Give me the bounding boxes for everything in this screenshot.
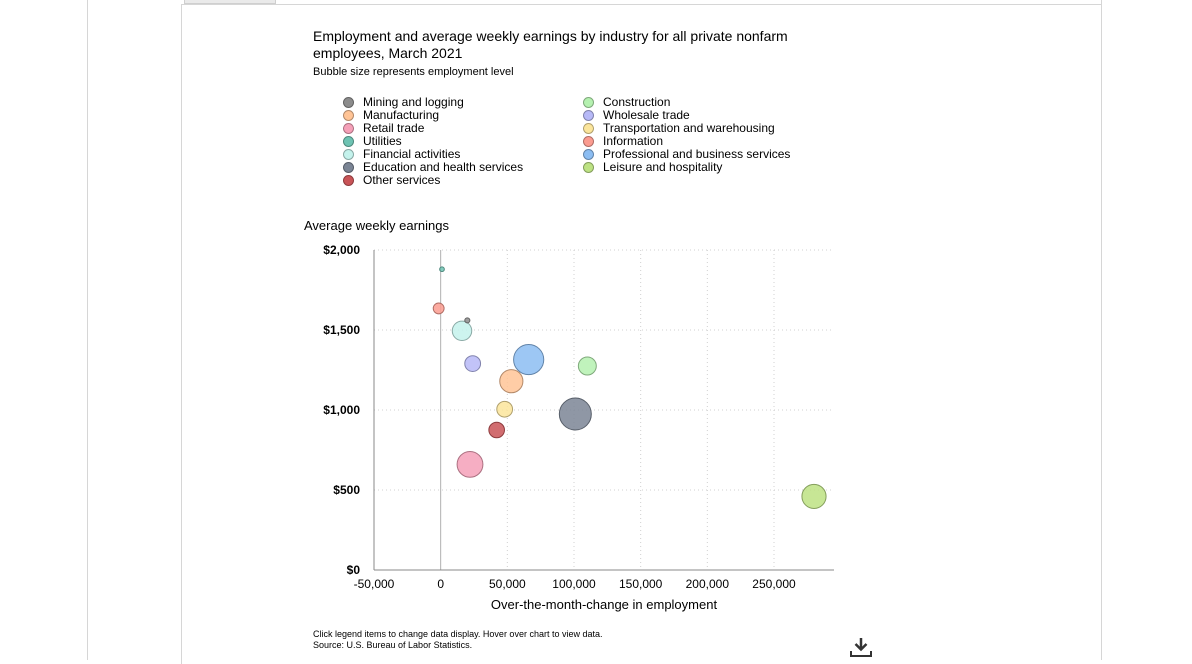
- download-icon[interactable]: [848, 635, 874, 659]
- legend-label: Financial activities: [363, 147, 461, 161]
- footnote-source: Source: U.S. Bureau of Labor Statistics.: [313, 640, 473, 650]
- legend-label: Manufacturing: [363, 108, 440, 122]
- legend-swatch: [583, 97, 594, 108]
- legend-label: Other services: [363, 173, 441, 187]
- bubble-retail-trade[interactable]: [456, 450, 484, 478]
- legend-swatch: [343, 162, 354, 173]
- legend-label: Construction: [603, 95, 671, 109]
- legend-swatch: [583, 110, 594, 121]
- legend-label: Wholesale trade: [603, 108, 690, 122]
- tab-stub[interactable]: [184, 0, 276, 4]
- legend-label: Transportation and warehousing: [603, 121, 775, 135]
- y-axis-title: Average weekly earnings: [304, 218, 450, 233]
- legend-swatch: [343, 110, 354, 121]
- bubble-other-services[interactable]: [488, 421, 505, 439]
- bubble-construction[interactable]: [577, 356, 597, 376]
- x-tick-label: -50,000: [354, 577, 395, 591]
- legend-label: Information: [603, 134, 664, 148]
- legend-swatch: [343, 175, 354, 186]
- page-frame-right-border: [1101, 0, 1102, 660]
- bubble-education-and-health-services[interactable]: [558, 397, 592, 431]
- x-tick-label: 200,000: [686, 577, 730, 591]
- page-frame-left-border: [87, 0, 88, 660]
- bubble-professional-and-business-services[interactable]: [513, 344, 545, 376]
- bubble-transportation-and-warehousing[interactable]: [496, 400, 514, 418]
- legend-label: Leisure and hospitality: [603, 160, 723, 174]
- legend-label: Mining and logging: [363, 95, 464, 109]
- x-tick-label: 150,000: [619, 577, 663, 591]
- bubble-manufacturing[interactable]: [499, 369, 524, 394]
- legend-label: Education and health services: [363, 160, 524, 174]
- legend-swatch: [583, 149, 594, 160]
- legend-swatch: [583, 123, 594, 134]
- legend-swatch: [343, 149, 354, 160]
- chart-panel: [181, 4, 1101, 664]
- bubble-information[interactable]: [432, 302, 445, 315]
- bubble-mining-and-logging[interactable]: [464, 317, 471, 324]
- bubble-wholesale-trade[interactable]: [464, 355, 482, 372]
- x-tick-label: 50,000: [489, 577, 526, 591]
- chart-footnote: Click legend items to change data displa…: [313, 629, 602, 651]
- y-tick-label: $1,000: [323, 403, 360, 417]
- bubble-utilities[interactable]: [439, 266, 445, 273]
- legend-label: Utilities: [363, 134, 402, 148]
- legend-swatch: [583, 162, 594, 173]
- y-tick-label: $2,000: [323, 243, 360, 257]
- y-tick-label: $0: [347, 563, 361, 577]
- legend-label: Retail trade: [363, 121, 425, 135]
- x-tick-label: 0: [437, 577, 444, 591]
- x-tick-label: 250,000: [752, 577, 796, 591]
- y-tick-label: $1,500: [323, 323, 360, 337]
- legend-label: Professional and business services: [603, 147, 791, 161]
- bubble-leisure-and-hospitality[interactable]: [801, 483, 827, 509]
- bubble-financial-activities[interactable]: [451, 320, 473, 342]
- legend-swatch: [343, 123, 354, 134]
- x-axis-title: Over-the-month-change in employment: [490, 597, 718, 612]
- legend-swatch: [583, 136, 594, 147]
- legend-swatch: [343, 136, 354, 147]
- legend-swatch: [343, 97, 354, 108]
- chart-title: Employment and average weekly earnings b…: [313, 28, 788, 61]
- y-tick-label: $500: [333, 483, 360, 497]
- footnote-instructions: Click legend items to change data displa…: [313, 629, 603, 639]
- x-tick-label: 100,000: [552, 577, 596, 591]
- chart-subtitle: Bubble size represents employment level: [313, 66, 514, 78]
